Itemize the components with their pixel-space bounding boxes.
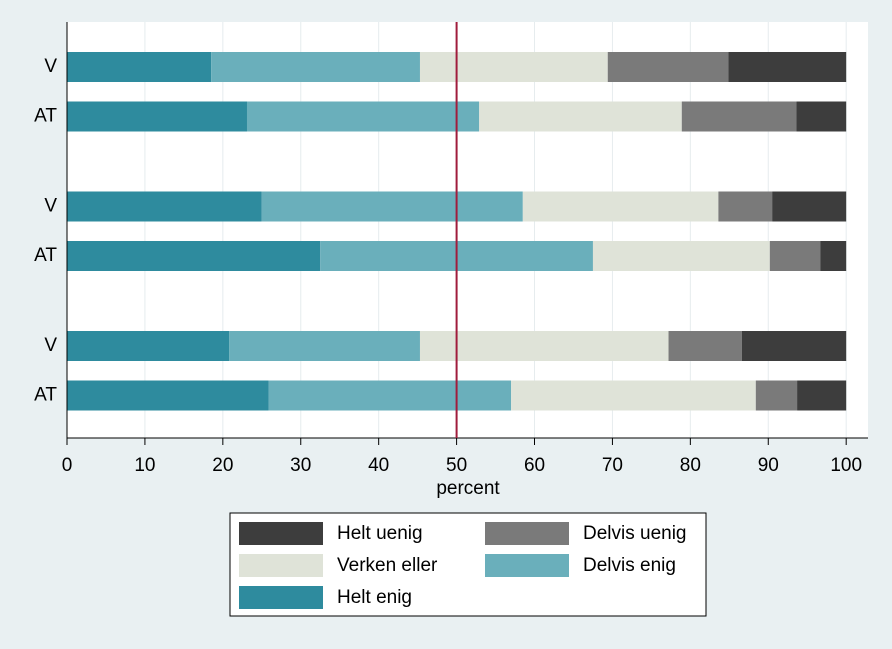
legend-label: Verken eller (337, 555, 438, 576)
y-tick-label: AT (34, 106, 57, 127)
bar-segment (246, 101, 480, 132)
x-tick-label: 40 (368, 455, 389, 476)
y-tick-label: AT (34, 245, 57, 266)
x-tick-label: 60 (524, 455, 545, 476)
bar-segment (479, 101, 682, 132)
x-axis-label: percent (436, 478, 500, 499)
bar-segment (820, 241, 847, 271)
legend-label: Delvis enig (583, 555, 676, 576)
legend-swatch (239, 554, 323, 577)
bar-segment (607, 52, 729, 82)
x-tick-label: 70 (602, 455, 623, 476)
bar-segment (67, 191, 262, 222)
bar-segment (772, 191, 847, 222)
bar-segment (67, 101, 247, 132)
y-tick-label: V (44, 56, 57, 77)
bar-segment (797, 380, 847, 411)
bar-segment (592, 241, 770, 271)
legend-label: Delvis uenig (583, 523, 687, 544)
x-tick-label: 80 (680, 455, 701, 476)
bar-segment (261, 191, 523, 222)
y-tick-label: AT (34, 385, 57, 406)
bar-segment (718, 191, 773, 222)
bar-segment (67, 52, 212, 82)
bar-segment (67, 380, 269, 411)
bar-segment (755, 380, 798, 411)
legend-label: Helt enig (337, 587, 412, 608)
x-tick-label: 0 (62, 455, 73, 476)
x-tick-label: 10 (134, 455, 155, 476)
bar-segment (229, 331, 420, 361)
legend-swatch (239, 522, 323, 545)
bar-segment (419, 52, 608, 82)
legend-swatch (239, 586, 323, 609)
x-tick-label: 30 (290, 455, 311, 476)
plot-area (67, 22, 868, 438)
bar-segment (419, 331, 669, 361)
bar-segment (769, 241, 821, 271)
x-tick-label: 20 (212, 455, 233, 476)
bar-segment (796, 101, 847, 132)
bar-segment (211, 52, 420, 82)
y-tick-label: V (44, 196, 57, 217)
x-tick-label: 50 (446, 455, 467, 476)
bar-segment (511, 380, 756, 411)
bar-segment (668, 331, 742, 361)
legend-label: Helt uenig (337, 523, 423, 544)
legend-swatch (485, 522, 569, 545)
bar-segment (268, 380, 512, 411)
bar-segment (728, 52, 847, 82)
bar-segment (522, 191, 719, 222)
y-tick-label: V (44, 335, 57, 356)
bar-segment (67, 331, 230, 361)
legend-swatch (485, 554, 569, 577)
bar-segment (681, 101, 797, 132)
x-tick-label: 100 (830, 455, 862, 476)
bar-segment (67, 241, 321, 271)
bar-segment (741, 331, 847, 361)
x-tick-label: 90 (758, 455, 779, 476)
